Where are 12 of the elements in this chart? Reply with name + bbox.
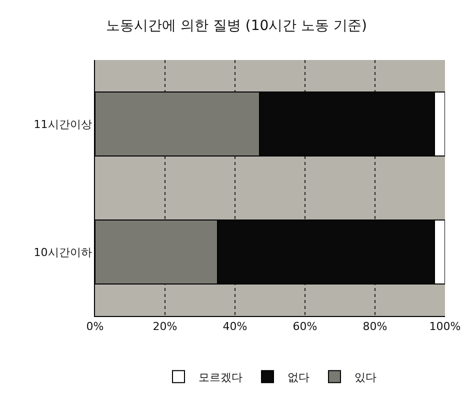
legend-label: 없다 [288,370,310,384]
y-tick-label: 10시간이하 [34,246,92,259]
x-tick-label: 40% [222,320,248,334]
x-tick-label: 20% [152,320,178,334]
x-tick-label: 60% [292,320,318,334]
chart-title: 노동시간에 의한 질병 (10시간 노동 기준) [106,18,367,34]
x-tick-label: 100% [429,320,461,334]
x-tick-label: 0% [86,320,104,334]
legend-label: 있다 [354,370,376,384]
y-tick-label: 11시간이상 [34,118,92,131]
x-tick-label: 80% [362,320,388,334]
legend-label: 모르겠다 [198,370,242,384]
